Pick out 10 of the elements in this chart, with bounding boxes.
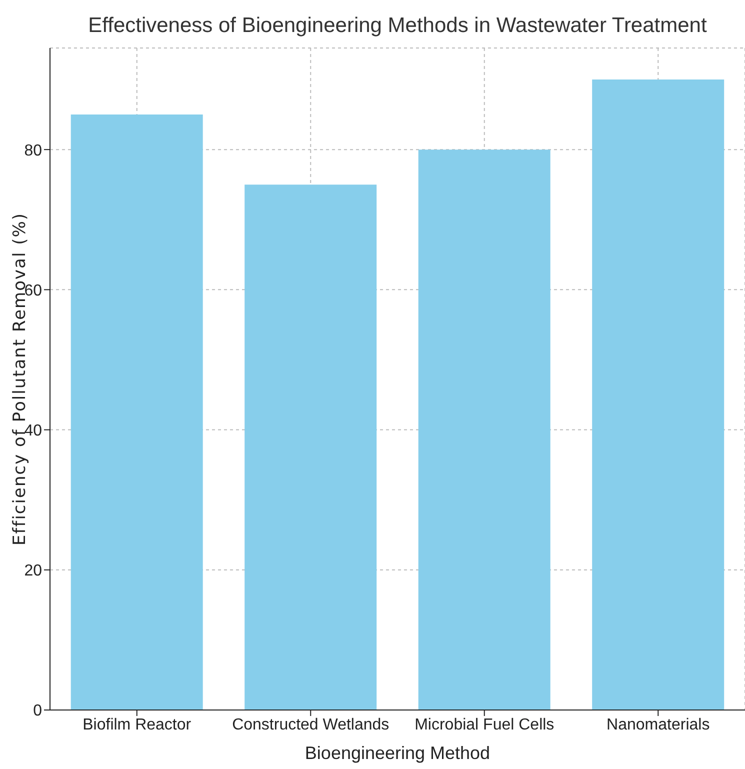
y-tick-label: 60	[24, 282, 42, 300]
x-tick-label: Biofilm Reactor	[82, 716, 192, 734]
x-tick-label: Microbial Fuel Cells	[414, 716, 554, 734]
x-tick-label: Constructed Wetlands	[232, 716, 390, 734]
y-tick-label: 20	[24, 562, 42, 580]
x-axis-title: Bioengineering Method	[304, 743, 490, 763]
y-tick-label: 80	[24, 142, 42, 160]
x-tick-label: Nanomaterials	[606, 716, 710, 734]
chart-title: Effectiveness of Bioengineering Methods in Wastewater Treatment	[87, 14, 708, 38]
y-tick-label: 0	[33, 702, 42, 720]
